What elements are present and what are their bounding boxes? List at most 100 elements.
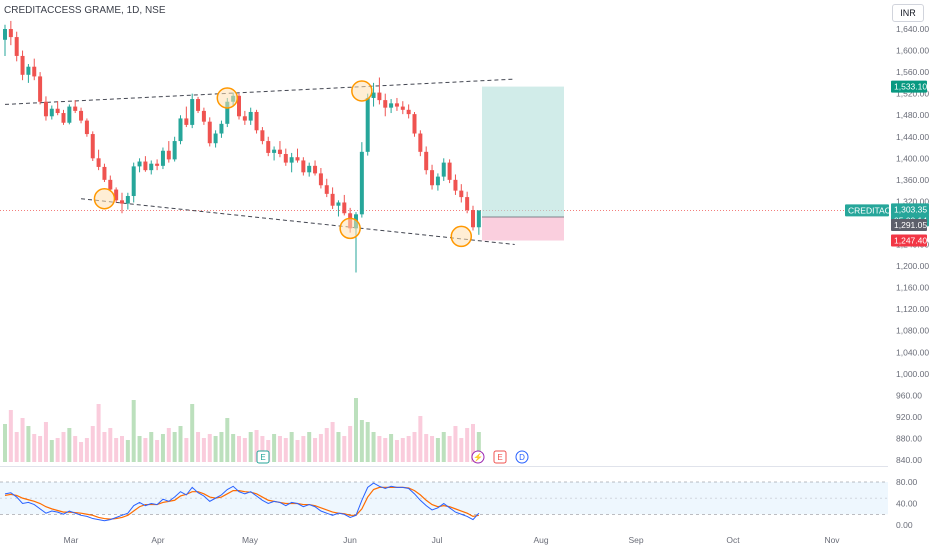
upper-trend-line (4, 78, 515, 105)
candle-body (471, 210, 475, 228)
volume-bar (307, 432, 312, 462)
volume-bar (453, 426, 458, 462)
candle-body (260, 130, 265, 142)
volume-bar (125, 440, 130, 462)
trend-lines (4, 78, 515, 245)
pane-separator (0, 466, 888, 467)
earnings-icon: E (260, 453, 265, 462)
candle-body (160, 150, 165, 166)
volume-bar (406, 436, 411, 462)
candle-body (55, 108, 60, 114)
candle-body (277, 149, 282, 154)
volume-bar (137, 436, 142, 462)
candle-body (237, 95, 241, 117)
candle-body (143, 161, 148, 171)
volume-bar (348, 426, 353, 462)
rsi-line (4, 482, 480, 522)
volume-bar (108, 428, 113, 462)
lower-trend-line (80, 198, 515, 245)
volume-bar (26, 426, 31, 462)
volume-bar (196, 432, 201, 462)
entry-price-tag-bg (891, 218, 927, 231)
volume-bar (201, 438, 206, 462)
candle-body (172, 141, 177, 160)
chart-header: CREDITACCESS GRAME, 1D, NSE (4, 5, 166, 16)
earnings-icon: E (497, 453, 502, 462)
volume-bar (43, 422, 48, 462)
volume-bar (3, 424, 7, 462)
candle-body (213, 133, 218, 144)
candle-body (301, 160, 306, 173)
candle-body (49, 108, 54, 117)
volume-bar (84, 438, 89, 462)
volume-bar (14, 432, 19, 462)
volume-bar (166, 428, 171, 462)
volume-bar (131, 400, 136, 462)
volume-bar (67, 428, 72, 462)
stop-zone (482, 216, 564, 241)
volume-bar (149, 432, 154, 462)
volume-bar (324, 428, 329, 462)
volume-bar (272, 434, 277, 462)
earnings-icon-bg (256, 450, 270, 464)
rsi-tick-label: 80.00 (896, 477, 918, 487)
candle-body (295, 157, 300, 161)
volume-bar (289, 432, 294, 462)
volume-bar (260, 436, 265, 462)
volume-bar (424, 434, 429, 462)
dividend-icon: D (519, 453, 525, 462)
candle-body (418, 133, 423, 152)
price-tick-label: 1,400.00 (896, 153, 929, 163)
grid (0, 209, 888, 467)
candle-body (137, 161, 142, 167)
volume-bar (389, 434, 394, 462)
candle-body (96, 158, 101, 167)
currency-button[interactable]: INR (892, 4, 924, 22)
volume-bar (313, 438, 318, 462)
candle-body (90, 134, 95, 159)
volume-bar (155, 440, 160, 462)
candle-body (383, 100, 388, 108)
volume-bar (207, 434, 212, 462)
candle-body (73, 106, 78, 111)
stop-price-tag: 1,247.40 (894, 236, 927, 246)
candle-body (3, 29, 7, 40)
price-tick-label: 1,040.00 (896, 347, 929, 357)
volume-bar (237, 436, 241, 462)
volume-bar (330, 422, 335, 462)
candle-body (155, 163, 160, 166)
volume-bar (160, 434, 165, 462)
price-tick-label: 1,560.00 (896, 67, 929, 77)
candle-body (108, 179, 113, 190)
candle-body (453, 179, 458, 191)
rsi-pane (0, 481, 888, 522)
candle-body (61, 113, 66, 123)
candle-body (67, 106, 72, 123)
candle-body (447, 162, 452, 180)
candle-body (459, 190, 464, 198)
candle-body (102, 166, 107, 180)
volume-bar (219, 432, 224, 462)
candle-body (184, 118, 189, 125)
symbol-tag: CREDITACC (848, 205, 897, 215)
volume-bar (90, 426, 95, 462)
candle-body (43, 101, 48, 117)
volume-bar (435, 438, 440, 462)
price-tick-label: 1,200.00 (896, 261, 929, 271)
volume-bar (418, 416, 423, 462)
volume-bar (354, 398, 358, 462)
candle-body (20, 55, 25, 75)
volume-bar (383, 438, 388, 462)
candle-body (201, 110, 206, 122)
volume-bar (283, 438, 288, 462)
candle-body (196, 99, 201, 111)
candle-body (79, 110, 84, 121)
volume-bar (342, 436, 347, 462)
candle-body (8, 29, 13, 38)
candle-body (120, 200, 124, 204)
time-axis: Mar Apr May Jun Jul Aug Sep Oct Nov (64, 535, 841, 545)
volume-bar (471, 424, 475, 462)
time-tick-label: Aug (533, 535, 548, 545)
volume-bar (459, 438, 464, 462)
